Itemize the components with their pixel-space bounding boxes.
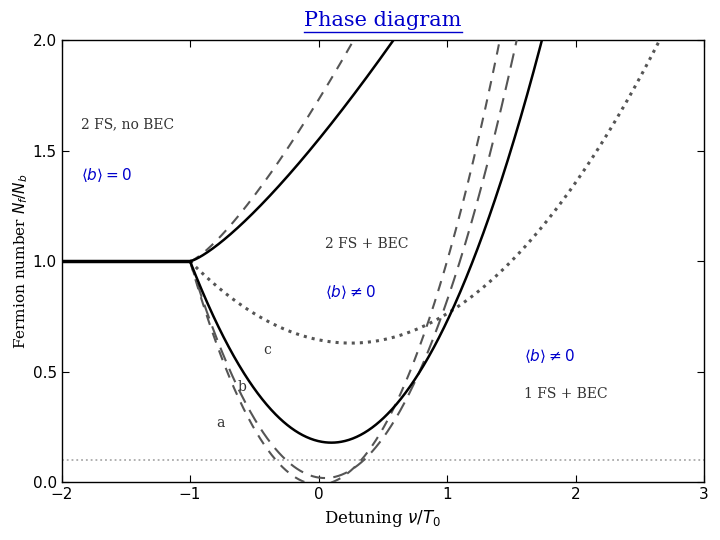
Text: 1 FS + BEC: 1 FS + BEC <box>524 387 608 401</box>
Text: $\langle b\rangle=0$: $\langle b\rangle=0$ <box>81 166 132 184</box>
Text: b: b <box>238 380 246 394</box>
X-axis label: Detuning $\nu/T_0$: Detuning $\nu/T_0$ <box>325 508 441 529</box>
Text: a: a <box>216 416 224 430</box>
Text: $\langle b\rangle\neq0$: $\langle b\rangle\neq0$ <box>524 347 575 366</box>
Text: $\langle b\rangle\neq0$: $\langle b\rangle\neq0$ <box>325 283 376 301</box>
Y-axis label: Fermion number $N_f/N_b$: Fermion number $N_f/N_b$ <box>11 173 30 349</box>
Text: 2 FS, no BEC: 2 FS, no BEC <box>81 117 174 131</box>
Text: c: c <box>264 343 271 357</box>
Text: 2 FS + BEC: 2 FS + BEC <box>325 237 408 251</box>
Title: Phase diagram: Phase diagram <box>304 11 462 30</box>
